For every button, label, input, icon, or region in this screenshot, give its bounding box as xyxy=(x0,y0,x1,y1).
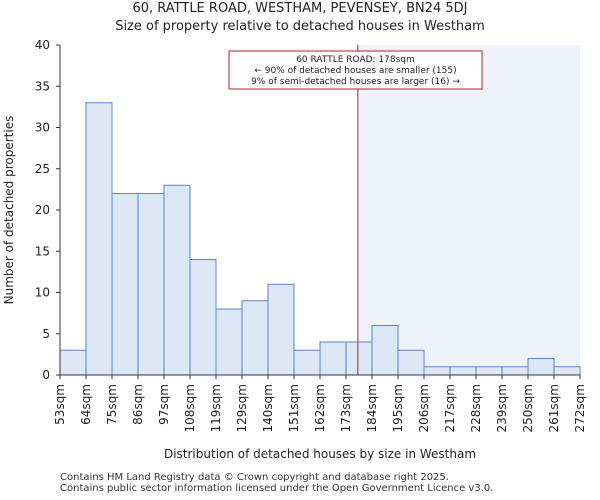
x-tick-label: 184sqm xyxy=(365,384,379,432)
x-tick-label: 272sqm xyxy=(573,384,587,432)
histogram-bar-217sqm xyxy=(449,366,477,376)
footer-line-1: Contains HM Land Registry data © Crown c… xyxy=(60,472,449,483)
annotation-line-2: ← 90% of detached houses are smaller (15… xyxy=(254,66,456,76)
histogram-bar-53sqm xyxy=(59,349,87,376)
annotation-line-1: 60 RATTLE ROAD: 178sqm xyxy=(296,55,415,65)
x-tick-label: 250sqm xyxy=(521,384,535,432)
x-axis-label: Distribution of detached houses by size … xyxy=(164,447,476,461)
annotation-box xyxy=(228,50,483,90)
larger-region-shade xyxy=(357,45,580,375)
x-tick-label: 64sqm xyxy=(79,384,93,425)
histogram-bar-75sqm xyxy=(111,193,139,376)
y-axis-label: Number of detached properties xyxy=(2,116,16,305)
x-tick-label: 228sqm xyxy=(469,384,483,432)
histogram-bar-173sqm xyxy=(345,341,373,376)
y-tick-label: 15 xyxy=(35,244,50,258)
x-tick-label: 97sqm xyxy=(157,384,171,425)
histogram-bar-250sqm xyxy=(527,358,555,376)
histogram-bar-195sqm xyxy=(397,349,425,376)
histogram-bar-64sqm xyxy=(85,102,113,376)
x-tick-label: 239sqm xyxy=(495,384,509,432)
annotation-line-3: 9% of semi-detached houses are larger (1… xyxy=(251,77,460,87)
histogram-bar-97sqm xyxy=(163,184,191,376)
x-tick-label: 129sqm xyxy=(235,384,249,432)
histogram-bar-86sqm xyxy=(137,193,165,376)
x-tick-label: 217sqm xyxy=(443,384,457,432)
y-tick-label: 30 xyxy=(35,121,50,135)
histogram-bar-206sqm xyxy=(423,366,451,376)
y-tick-label: 0 xyxy=(42,368,50,382)
x-tick-label: 162sqm xyxy=(313,384,327,432)
x-tick-label: 140sqm xyxy=(261,384,275,432)
histogram-chart: 0 5 10 15 20 25 30 35 40 53sqm 64sqm 75sqm 86sqm 97s… xyxy=(2,38,587,461)
x-tick-label: 86sqm xyxy=(131,384,145,425)
histogram-bar-129sqm xyxy=(241,300,269,376)
y-tick-label: 10 xyxy=(35,286,50,300)
chart-title: 60, RATTLE ROAD, WESTHAM, PEVENSEY, BN24… xyxy=(132,1,468,16)
histogram-bar-119sqm xyxy=(215,308,243,376)
x-tick-label: 151sqm xyxy=(287,384,301,432)
x-tick-label: 261sqm xyxy=(547,384,561,432)
histogram-bar-239sqm xyxy=(501,366,529,376)
footer-line-2: Contains public sector information licen… xyxy=(60,483,494,494)
y-tick-label: 40 xyxy=(35,38,50,52)
y-tick-label: 20 xyxy=(35,203,50,217)
x-tick-label: 53sqm xyxy=(53,384,67,425)
histogram-bar-151sqm xyxy=(293,349,321,376)
chart-subtitle: Size of property relative to detached ho… xyxy=(115,19,485,34)
x-tick-label: 206sqm xyxy=(417,384,431,432)
x-tick-label: 75sqm xyxy=(105,384,119,425)
x-tick-label: 173sqm xyxy=(339,384,353,432)
histogram-bar-108sqm xyxy=(189,259,217,376)
histogram-bar-140sqm xyxy=(267,283,295,376)
y-tick-label: 5 xyxy=(42,327,50,341)
x-tick-label: 195sqm xyxy=(391,384,405,432)
x-tick-label: 108sqm xyxy=(183,384,197,432)
x-tick-label: 119sqm xyxy=(209,384,223,432)
histogram-bar-261sqm xyxy=(553,366,581,376)
histogram-bar-162sqm xyxy=(319,341,347,376)
histogram-bar-184sqm xyxy=(371,325,399,376)
y-tick-label: 25 xyxy=(35,162,50,176)
histogram-bar-228sqm xyxy=(475,366,503,376)
y-tick-label: 35 xyxy=(35,79,50,93)
